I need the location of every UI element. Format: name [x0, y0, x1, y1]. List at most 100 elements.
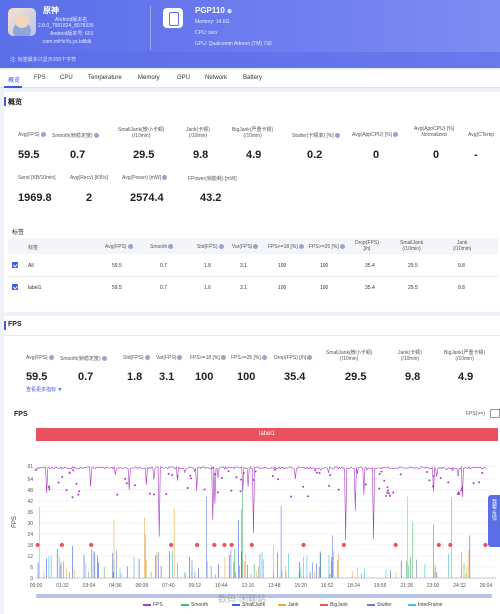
jank-value: 9.8 [193, 149, 209, 161]
ctemp-value: - [474, 149, 478, 161]
fps-drop-value: 35.4 [284, 371, 306, 383]
overview-title: 概览 [8, 99, 22, 106]
help-icon [162, 175, 168, 181]
row-checkbox-label1[interactable] [12, 284, 18, 290]
table-cell: 35.4 [365, 263, 375, 269]
search-hint: 注: 标签最多只显示200个字符 [10, 57, 77, 63]
power-value: 2574.4 [130, 192, 164, 204]
column-header: Var(FPS) [232, 244, 259, 250]
search-bar[interactable]: 注: 标签最多只显示200个字符 [0, 52, 500, 68]
table-cell: 100 [320, 285, 329, 291]
help-icon [392, 132, 398, 138]
android-version-code: Android版本号: 601 [50, 31, 94, 37]
table-cell: 1.8 [204, 263, 211, 269]
fps-threshold-input[interactable] [490, 409, 500, 418]
fps-smooth-value: 0.7 [78, 371, 94, 383]
smooth-value: 0.7 [70, 149, 86, 161]
metric-label: Avg(AppCPU) [%] [352, 132, 398, 138]
fps-threshold-label: FPS(>=) [466, 411, 485, 417]
tab-battery[interactable]: Battery [243, 75, 263, 81]
help-icon [101, 356, 107, 362]
column-header: SmallJank (/10min) [400, 240, 424, 252]
section-marker [4, 97, 6, 106]
legend-fps[interactable]: FPS [143, 602, 163, 608]
column-header: 标签 [28, 245, 39, 251]
label-bar[interactable]: label1 [36, 428, 498, 441]
watermark: 数码·闲聊站 [218, 594, 266, 604]
appcpu-normalized-value: 0 [433, 149, 440, 161]
column-header: Std(FPS) [197, 244, 224, 250]
table-cell: 9.8 [458, 285, 465, 291]
appcpu-value: 0 [373, 149, 380, 161]
legend-interframe[interactable]: InterFrame [408, 602, 442, 608]
table-cell: All [28, 263, 34, 269]
metric-label: Var(FPS) [156, 355, 183, 361]
tab-bar: 概览 FPS CPU Temperature Memory GPU Networ… [0, 70, 500, 88]
chart-title: FPS [14, 411, 28, 418]
package-name: com.miHoYo.ys.bilibili [43, 39, 92, 45]
device-name: PGP110 ⊕ [195, 6, 233, 15]
table-cell: 59.5 [112, 285, 122, 291]
legend-jank[interactable]: Jank [278, 602, 299, 608]
help-icon [48, 355, 54, 361]
table-cell: 59.5 [112, 263, 122, 269]
table-cell: 29.5 [408, 263, 418, 269]
overview-card [4, 92, 500, 312]
tab-cpu[interactable]: CPU [60, 75, 73, 81]
tab-gpu[interactable]: GPU [177, 75, 191, 81]
metric-label: FPS>=25 [%] [231, 355, 267, 361]
help-icon [177, 355, 183, 361]
help-icon [40, 132, 46, 138]
device-cpu: CPU: taro [195, 30, 217, 36]
tab-memory[interactable]: Memory [138, 75, 160, 81]
table-cell: 100 [278, 263, 287, 269]
fps-var-value: 3.1 [159, 371, 175, 383]
tab-overview[interactable]: 概览 [8, 78, 21, 84]
help-icon [334, 133, 340, 139]
row-checkbox-all[interactable] [12, 262, 18, 268]
more-metrics-link[interactable]: 查看更多指标 ▼ [26, 387, 63, 393]
table-cell: 29.5 [408, 285, 418, 291]
metric-label: BigJank(严重卡顿) (/10min) [444, 350, 486, 362]
column-header: Jank (/10min) [453, 240, 472, 252]
device-gpu: GPU: Qualcomm Adreno (TM) 730 [195, 41, 272, 47]
fps-ge18-value: 100 [195, 371, 214, 383]
feedback-label: 我要·反馈 [491, 499, 497, 521]
legend-stutter[interactable]: Stutter [367, 602, 392, 608]
fps-ge25-value: 100 [237, 371, 256, 383]
label-bar-text: label1 [258, 431, 276, 437]
fps-bigjank-value: 4.9 [458, 371, 474, 383]
stutter-value: 0.2 [307, 149, 323, 161]
legend-bigjank[interactable]: BigJank [320, 602, 348, 608]
table-cell: 35.4 [365, 285, 375, 291]
metric-label: Avg(Power) [mW] [122, 175, 168, 181]
smalljank-value: 29.5 [133, 149, 155, 161]
metric-label: Smooth(帧稳定度) [60, 355, 107, 362]
fps-avg-value: 59.5 [26, 371, 48, 383]
send-value: 1969.8 [18, 192, 52, 204]
feedback-float-button[interactable]: 我要·反馈 [488, 495, 500, 547]
help-icon [261, 355, 267, 361]
app-header: 原神 Android版本名 2.8.0_7991824_8078335 Andr… [0, 0, 500, 68]
row-divider [8, 276, 498, 277]
device-memory: Memory: 14.6G [195, 19, 230, 25]
bigjank-value: 4.9 [246, 149, 262, 161]
fpower-value: 43.2 [200, 192, 222, 204]
tab-temperature[interactable]: Temperature [88, 75, 122, 81]
tab-network[interactable]: Network [205, 75, 228, 81]
metric-label: Drop(FPS) [/h] [274, 355, 313, 361]
table-cell: 3.1 [240, 285, 247, 291]
metric-label: SmallJank(微小卡顿) (/10min) [326, 350, 373, 362]
legend-smalljank[interactable]: SmallJank [232, 602, 265, 608]
help-icon [220, 355, 226, 361]
tab-fps[interactable]: FPS [34, 75, 46, 81]
divider [4, 335, 500, 336]
legend-smooth[interactable]: Smooth [181, 602, 208, 608]
table-cell: 3.1 [240, 263, 247, 269]
column-header: FPS>=25 [%] [309, 244, 345, 250]
column-header: Smooth [150, 244, 174, 250]
tags-table-header [8, 238, 498, 254]
metric-label: Jank(卡顿) (/10min) [398, 350, 422, 362]
help-icon [307, 355, 313, 361]
column-header: Drop(FPS) [/h] [355, 240, 379, 252]
